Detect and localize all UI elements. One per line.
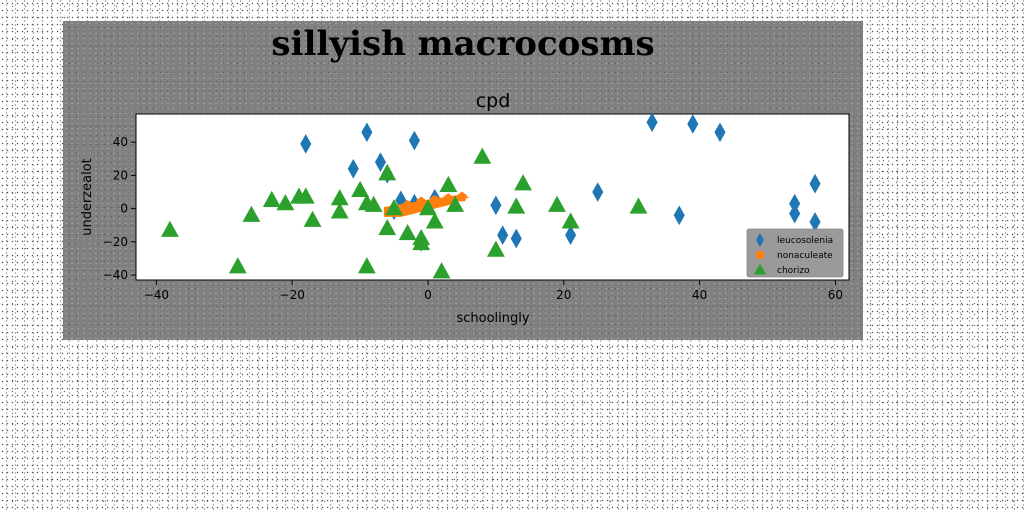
chorizo-point [514, 174, 532, 191]
chorizo-point [432, 262, 451, 279]
chorizo-point [629, 197, 648, 214]
axes-title: cpd [476, 90, 511, 112]
x-tick-label: −40 [144, 288, 169, 302]
leucosolenia-point [347, 158, 359, 179]
leucosolenia-point [789, 203, 801, 224]
legend: leucosolenia nonaculeate chorizo [746, 228, 844, 278]
data-marks [161, 112, 821, 279]
chorizo-point [507, 197, 526, 214]
chorizo-point [385, 199, 403, 216]
x-axis-ticks: −40 −20 0 20 40 60 [144, 280, 843, 302]
chorizo-point [398, 223, 417, 241]
chorizo-point [378, 219, 397, 236]
y-tick-label: 40 [113, 135, 128, 149]
chorizo-point [425, 212, 444, 229]
x-tick-label: −20 [280, 288, 305, 302]
nonaculeate-point [416, 196, 427, 207]
chorizo-point [419, 199, 437, 216]
x-tick-label: 60 [828, 288, 843, 302]
x-axis-label: schoolingly [456, 311, 529, 326]
scatter-chart: sillyish macrocosms cpd −40 −20 0 20 40 60 −4… [80, 24, 850, 326]
figure-suptitle: sillyish macrocosms [271, 24, 654, 64]
chorizo-point [548, 195, 566, 212]
leucosolenia-point [408, 130, 420, 151]
chorizo-point [412, 233, 431, 251]
leucosolenia-point [809, 173, 821, 194]
leucosolenia-point [673, 205, 685, 226]
chorizo-point [561, 212, 580, 229]
chorizo-point [242, 205, 261, 222]
nonaculeate-point [443, 193, 454, 204]
y-axis-ticks: −40 −20 0 20 40 [103, 135, 136, 282]
chorizo-point [262, 190, 281, 207]
leucosolenia-point [646, 112, 658, 133]
leucosolenia-point [592, 182, 604, 202]
y-tick-label: 0 [120, 202, 128, 216]
legend-marker-chorizo [753, 263, 767, 275]
chorizo-point [276, 194, 295, 211]
chorizo-point [161, 220, 179, 237]
legend-label-chorizo: chorizo [777, 266, 810, 276]
leucosolenia-point [565, 225, 577, 245]
chorizo-point [351, 180, 370, 197]
chorizo-point [439, 175, 458, 192]
chorizo-point [473, 147, 492, 164]
chorizo-point [296, 187, 315, 204]
y-axis-label: underzealot [80, 158, 95, 236]
chorizo-point [486, 240, 505, 257]
y-tick-label: −40 [103, 268, 128, 282]
x-tick-label: 40 [692, 288, 707, 302]
x-tick-label: 0 [424, 288, 432, 302]
leucosolenia-point [300, 134, 312, 154]
leucosolenia-point [497, 225, 509, 245]
leucosolenia-point [510, 228, 522, 249]
chorizo-point [446, 195, 465, 212]
x-tick-label: 20 [556, 288, 571, 302]
legend-box [746, 228, 844, 278]
leucosolenia-point [490, 195, 502, 216]
leucosolenia-point [687, 114, 699, 134]
nonaculeate-point [456, 191, 468, 202]
leucosolenia-point [374, 152, 386, 172]
chorizo-point [228, 257, 247, 274]
chorizo-point [364, 195, 383, 212]
chorizo-point [378, 164, 397, 181]
legend-marker-leucosolenia [756, 232, 764, 248]
nonaculeate-point [402, 199, 413, 210]
nonaculeate-point [429, 194, 440, 205]
chorizo-point [357, 257, 376, 274]
chorizo-point [303, 210, 322, 227]
leucosolenia-point [714, 122, 726, 143]
chorizo-point [330, 202, 349, 219]
figure-panel: sillyish macrocosms cpd −40 −20 0 20 40 60 −4… [63, 21, 863, 340]
leucosolenia-point [361, 122, 373, 143]
legend-label-leucosolenia: leucosolenia [777, 236, 833, 246]
legend-label-nonaculeate: nonaculeate [777, 251, 833, 261]
y-tick-label: −20 [103, 235, 128, 249]
legend-marker-nonaculeate [755, 249, 765, 260]
y-tick-label: 20 [113, 168, 128, 182]
